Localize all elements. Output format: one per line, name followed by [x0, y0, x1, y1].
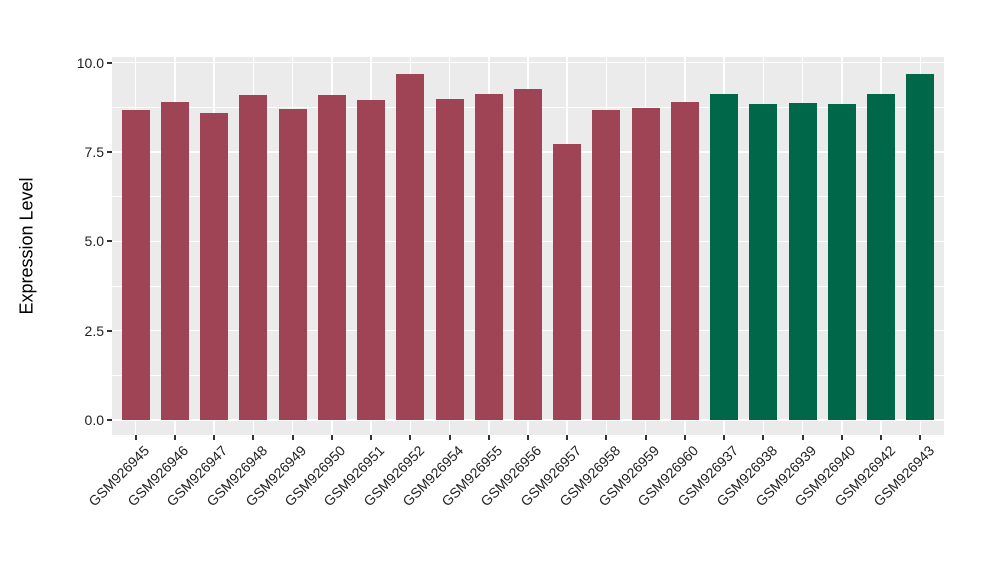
y-tick-mark	[107, 61, 112, 64]
bar-GSM926939	[788, 103, 817, 420]
bar-GSM926954	[435, 99, 464, 420]
bar-GSM926956	[514, 89, 542, 420]
gridline-horizontal-major	[112, 419, 944, 421]
bar-GSM926959	[631, 108, 660, 420]
x-tick-mark	[723, 435, 726, 440]
x-tick-mark	[173, 435, 176, 440]
y-tick-label: 2.5	[84, 322, 104, 339]
y-tick-mark	[107, 151, 112, 154]
bar-GSM926943	[906, 74, 935, 420]
plot-panel	[112, 57, 944, 435]
x-tick-mark	[801, 435, 804, 440]
x-tick-mark	[919, 435, 922, 440]
x-tick-mark	[252, 435, 255, 440]
x-tick-mark	[134, 435, 137, 440]
y-tick-label: 7.5	[84, 144, 104, 161]
y-tick-label: 5.0	[84, 233, 104, 250]
x-tick-mark	[840, 435, 843, 440]
bar-GSM926955	[474, 93, 503, 420]
gridline-horizontal-major	[112, 61, 944, 64]
bar-GSM926942	[867, 93, 896, 420]
x-tick-mark	[213, 435, 216, 440]
x-tick-mark	[448, 435, 451, 440]
x-tick-mark	[487, 435, 490, 440]
x-tick-mark	[762, 435, 765, 440]
x-tick-mark	[409, 435, 412, 440]
x-tick-mark	[644, 435, 647, 440]
bar-GSM926957	[553, 143, 582, 420]
bar-GSM926948	[239, 94, 268, 420]
x-tick-mark	[683, 435, 686, 440]
bar-GSM926960	[670, 101, 699, 420]
x-tick-mark	[370, 435, 373, 440]
x-tick-mark	[291, 435, 294, 440]
y-tick-mark	[107, 419, 112, 421]
bar-GSM926946	[160, 101, 189, 420]
bar-GSM926947	[200, 112, 229, 420]
bar-GSM926937	[710, 94, 739, 420]
bar-GSM926950	[317, 94, 346, 420]
y-tick-label: 10.0	[76, 54, 104, 71]
bar-GSM926945	[121, 110, 150, 420]
x-tick-mark	[566, 435, 569, 440]
x-tick-mark	[527, 435, 529, 440]
y-tick-mark	[107, 240, 112, 243]
x-tick-mark	[330, 435, 333, 440]
bar-GSM926952	[396, 74, 425, 420]
bar-GSM926940	[827, 104, 856, 420]
bar-GSM926949	[278, 109, 307, 420]
x-tick-mark	[605, 435, 608, 440]
x-tick-mark	[880, 435, 883, 440]
bar-GSM926938	[749, 104, 778, 420]
bar-GSM926958	[592, 109, 621, 420]
bar-GSM926951	[357, 99, 386, 420]
y-tick-mark	[107, 329, 112, 332]
y-tick-label: 0.0	[84, 412, 104, 428]
